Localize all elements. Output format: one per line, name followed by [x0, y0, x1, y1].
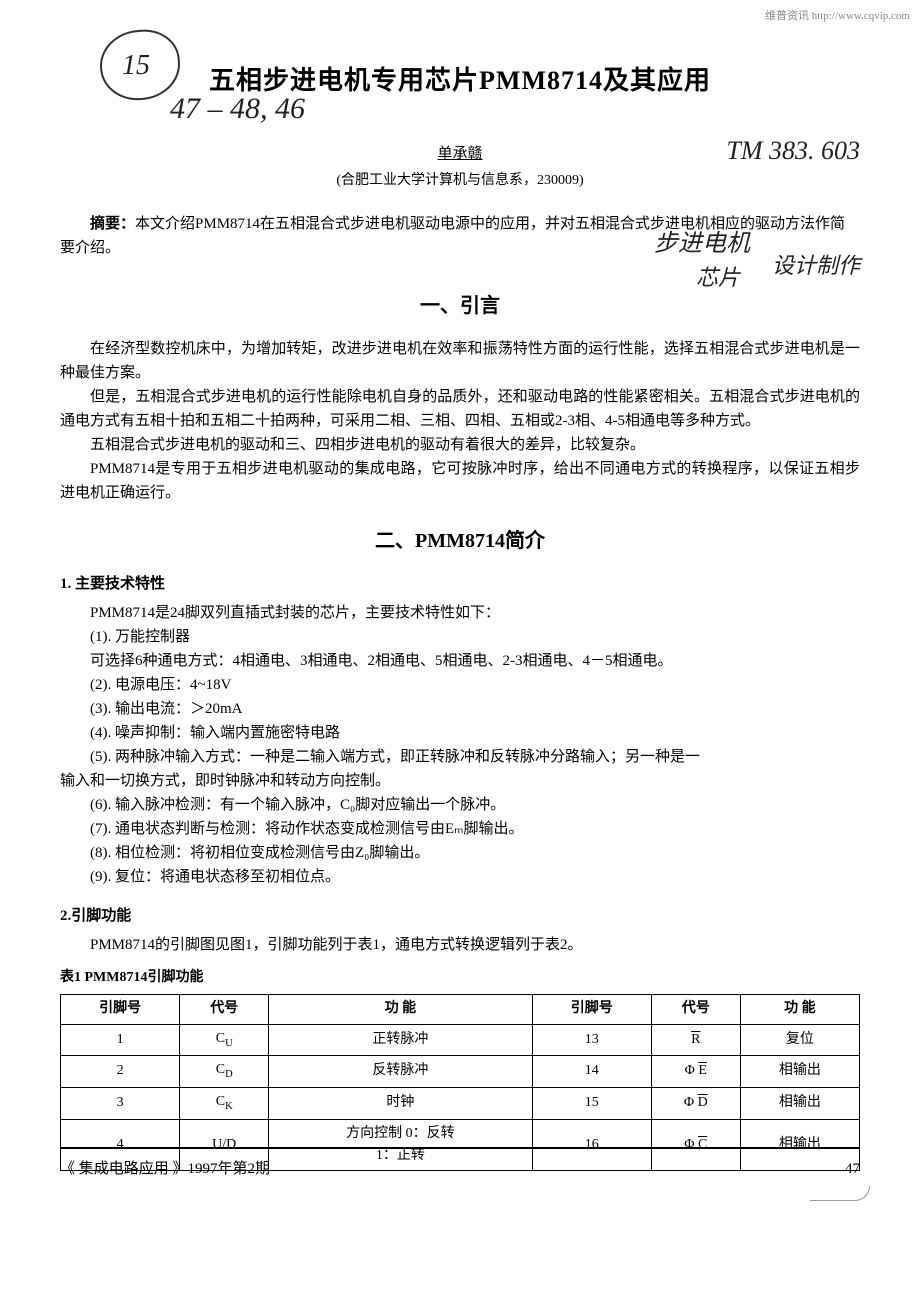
- intro-p2: 但是，五相混合式步进电机的运行性能除电机自身的品质外，还和驱动电路的性能紧密相关…: [60, 385, 860, 433]
- feature-1b: 可选择6种通电方式：4相通电、3相通电、2相通电、5相通电、2-3相通电、4－5…: [90, 649, 860, 673]
- th-pin-left: 引脚号: [61, 995, 180, 1024]
- table-row: 1 CU 正转脉冲 13 R 复位: [61, 1024, 860, 1056]
- th-symbol-left: 代号: [180, 995, 269, 1024]
- footer-page-number: 47: [845, 1157, 860, 1181]
- th-func-left: 功 能: [269, 995, 532, 1024]
- th-func-right: 功 能: [740, 995, 859, 1024]
- table-header-row: 引脚号 代号 功 能 引脚号 代号 功 能: [61, 995, 860, 1024]
- table-row: 2 CD 反转脉冲 14 Φ E 相输出: [61, 1056, 860, 1088]
- cell: 2: [61, 1056, 180, 1088]
- page-footer: 《 集成电路应用 》1997年第2期 47: [60, 1147, 860, 1181]
- intro-p3: 五相混合式步进电机的驱动和三、四相步进电机的驱动有着很大的差异，比较复杂。: [60, 433, 860, 457]
- cell: 反转脉冲: [269, 1056, 532, 1088]
- sub1-intro: PMM8714是24脚双列直插式封装的芯片，主要技术特性如下：: [60, 601, 860, 625]
- pin-function-table: 引脚号 代号 功 能 引脚号 代号 功 能 1 CU 正转脉冲 13 R 复位 …: [60, 994, 860, 1171]
- feature-6: (6). 输入脉冲检测：有一个输入脉冲，C₀脚对应输出一个脉冲。: [90, 793, 860, 817]
- handwriting-15: 15: [122, 44, 150, 89]
- cell: 相输出: [740, 1056, 859, 1088]
- cell: 相输出: [740, 1087, 859, 1119]
- cell: CD: [180, 1056, 269, 1088]
- cell: Φ D: [651, 1087, 740, 1119]
- cell: 正转脉冲: [269, 1024, 532, 1056]
- feature-1: (1). 万能控制器: [90, 625, 860, 649]
- handwriting-note-b: 芯片: [696, 260, 740, 295]
- cell: CK: [180, 1087, 269, 1119]
- feature-9: (9). 复位：将通电状态移至初相位点。: [90, 865, 860, 889]
- th-symbol-right: 代号: [651, 995, 740, 1024]
- cell: 15: [532, 1087, 651, 1119]
- feature-4: (4). 噪声抑制：输入端内置施密特电路: [90, 721, 860, 745]
- cell: CU: [180, 1024, 269, 1056]
- feature-2: (2). 电源电压：4~18V: [90, 673, 860, 697]
- cell: 复位: [740, 1024, 859, 1056]
- footer-decoration: [810, 1186, 870, 1201]
- author-affiliation: (合肥工业大学计算机与信息系，230009): [60, 170, 860, 192]
- abstract-label: 摘要：: [90, 216, 135, 232]
- sub2-intro: PMM8714的引脚图见图1，引脚功能列于表1，通电方式转换逻辑列于表2。: [60, 933, 860, 957]
- feature-5a: (5). 两种脉冲输入方式：一种是二输入端方式，即正转脉冲和反转脉冲分路输入；另…: [90, 745, 860, 769]
- subsection1-heading: 1. 主要技术特性: [60, 572, 860, 596]
- handwriting-pages: 47 – 48, 46: [170, 85, 305, 133]
- cell: Φ E: [651, 1056, 740, 1088]
- table-row: 3 CK 时钟 15 Φ D 相输出: [61, 1087, 860, 1119]
- intro-p4: PMM8714是专用于五相步进电机驱动的集成电路，它可按脉冲时序，给出不同通电方…: [60, 457, 860, 505]
- handwriting-code: TM 383. 603: [726, 130, 860, 172]
- handwriting-note-a: 步进电机: [654, 225, 750, 263]
- cell: 13: [532, 1024, 651, 1056]
- feature-8: (8). 相位检测：将初相位变成检测信号由Z₀脚输出。: [90, 841, 860, 865]
- feature-5b: 输入和一切换方式，即时钟脉冲和转动方向控制。: [60, 769, 860, 793]
- table-caption: 表1 PMM8714引脚功能: [60, 967, 860, 989]
- section1-heading: 一、引言: [60, 290, 860, 322]
- subsection2-heading: 2.引脚功能: [60, 904, 860, 928]
- cell: 1: [61, 1024, 180, 1056]
- feature-3: (3). 输出电流：＞20mA: [90, 697, 860, 721]
- feature-7: (7). 通电状态判断与检测：将动作状态变成检测信号由Eₘ脚输出。: [90, 817, 860, 841]
- footer-journal: 《 集成电路应用 》1997年第2期: [60, 1157, 270, 1181]
- cell: 3: [61, 1087, 180, 1119]
- handwriting-note-c: 设计制作: [772, 248, 860, 283]
- intro-p1: 在经济型数控机床中，为增加转矩，改进步进电机在效率和振荡特性方面的运行性能，选择…: [60, 337, 860, 385]
- th-pin-right: 引脚号: [532, 995, 651, 1024]
- cell: 时钟: [269, 1087, 532, 1119]
- watermark: 维普资讯 http://www.cqvip.com: [765, 8, 910, 26]
- section2-heading: 二、PMM8714简介: [60, 525, 860, 557]
- cell: 14: [532, 1056, 651, 1088]
- cell: R: [651, 1024, 740, 1056]
